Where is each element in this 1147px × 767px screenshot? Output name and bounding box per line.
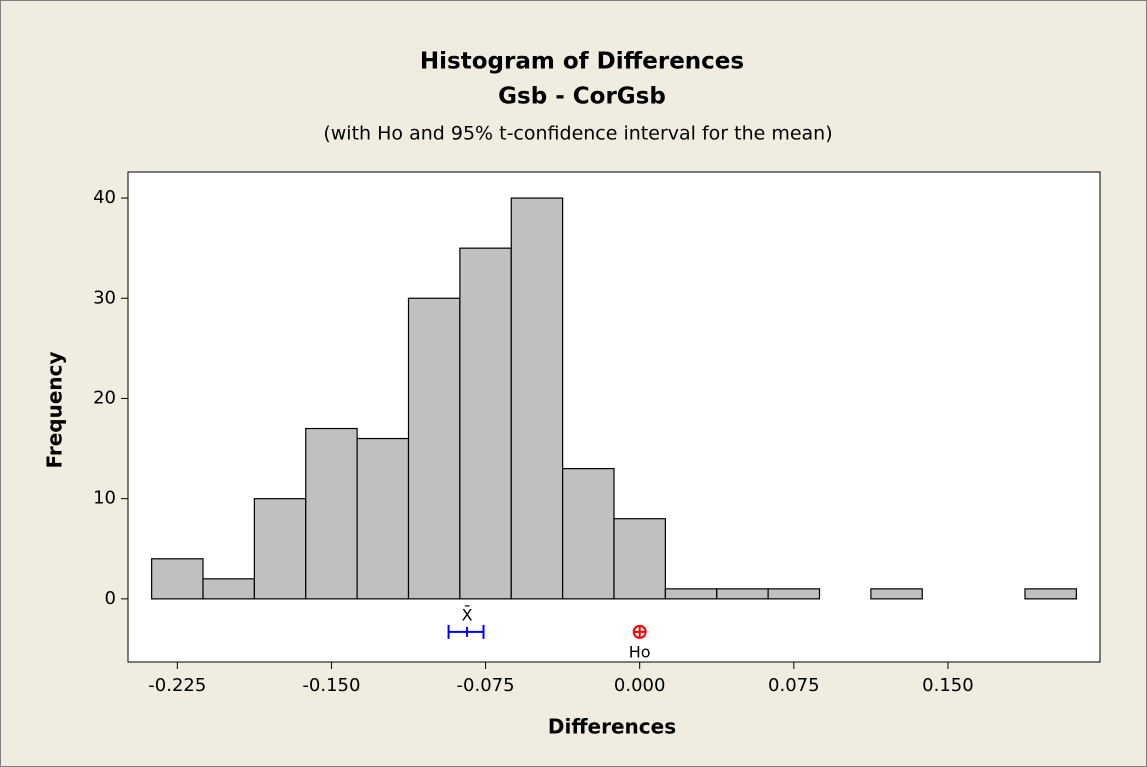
- y-tick-label: 40: [93, 187, 116, 208]
- bar: [1024, 588, 1077, 600]
- bar: [253, 498, 307, 600]
- bar: [510, 197, 564, 600]
- mean-label: X̄: [462, 605, 473, 624]
- chart-title: Histogram of Differences: [420, 49, 744, 75]
- chart-subtitle: Gsb - CorGsb: [498, 84, 666, 110]
- bar: [151, 558, 204, 600]
- h0-label: Ho: [629, 642, 651, 661]
- x-axis-label: Differences: [548, 715, 676, 739]
- bar: [613, 518, 666, 600]
- y-axis-label: Frequency: [43, 351, 67, 468]
- bar: [407, 297, 461, 600]
- y-tick-label: 30: [93, 287, 116, 308]
- y-tick-label: 0: [105, 588, 116, 609]
- chart-note: (with Ho and 95% t-confidence interval f…: [323, 123, 832, 145]
- y-tick-label: 10: [93, 488, 116, 509]
- x-tick-label: 0.000: [614, 675, 666, 696]
- bar: [305, 427, 358, 600]
- y-tick-label: 20: [93, 387, 116, 408]
- bar: [202, 578, 255, 600]
- x-tick-label: -0.225: [148, 675, 206, 696]
- bar: [767, 588, 821, 600]
- x-tick-label: 0.150: [922, 675, 974, 696]
- bar: [870, 588, 923, 600]
- x-tick-label: 0.075: [768, 675, 820, 696]
- bar: [716, 588, 769, 600]
- x-tick-label: -0.150: [302, 675, 360, 696]
- bar: [664, 588, 718, 600]
- bar: [356, 437, 410, 600]
- bar: [459, 247, 512, 600]
- bar: [562, 468, 615, 600]
- x-tick-label: -0.075: [457, 675, 515, 696]
- h0-cross: [633, 625, 646, 638]
